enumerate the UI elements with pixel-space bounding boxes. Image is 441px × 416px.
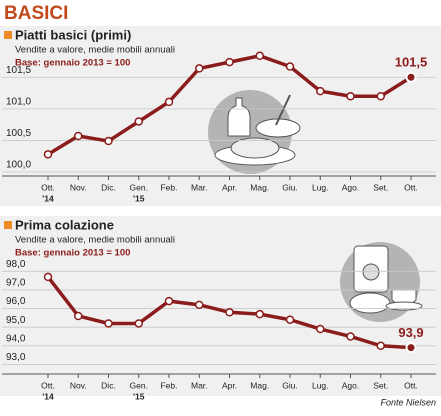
x-tick-label: Dic. — [101, 380, 116, 390]
point — [43, 150, 53, 159]
point — [225, 57, 234, 67]
x-tick-label: Ago. — [342, 380, 360, 390]
x-tick-label: Ott. — [404, 380, 418, 390]
x-year-label: '14 — [42, 391, 54, 401]
chart-subtitle: Vendite a valore, medie mobili annuali — [15, 45, 175, 56]
title-bullet — [4, 221, 12, 229]
y-tick-label: 98,0 — [6, 259, 26, 270]
point — [285, 62, 295, 71]
value-label: 93,9 — [398, 325, 423, 340]
chart-subtitle: Vendite a valore, medie mobili annuali — [15, 235, 175, 246]
source: Fonte Nielsen — [380, 397, 436, 407]
point — [104, 319, 113, 328]
x-tick-label: Apr. — [222, 182, 237, 192]
point — [74, 311, 83, 321]
x-year-label: '15 — [133, 391, 145, 401]
x-year-label: '14 — [42, 193, 54, 203]
chart-note: Base: gennaio 2013 = 100 — [15, 58, 130, 69]
point — [346, 91, 355, 101]
y-tick-label: 100,0 — [6, 160, 31, 171]
x-tick-label: Set. — [373, 380, 388, 390]
point — [164, 97, 174, 107]
point — [134, 319, 143, 328]
point — [316, 86, 325, 96]
point — [164, 296, 174, 306]
x-tick-label: Set. — [373, 182, 388, 192]
point — [376, 341, 385, 351]
x-tick-label: Apr. — [222, 380, 237, 390]
x-tick-label: Mar. — [191, 380, 208, 390]
title-bullet — [4, 31, 12, 39]
point — [405, 342, 417, 354]
y-tick-label: 101,0 — [6, 96, 31, 107]
y-tick-label: 94,0 — [6, 333, 26, 344]
x-year-label: '15 — [133, 193, 145, 203]
x-tick-label: Dic. — [101, 182, 116, 192]
point — [376, 91, 385, 101]
chart-note: Base: gennaio 2013 = 100 — [15, 248, 130, 259]
point — [316, 324, 325, 334]
y-tick-label: 100,5 — [6, 128, 31, 139]
food-icon — [208, 90, 301, 174]
x-tick-label: Nov. — [70, 380, 87, 390]
x-tick-label: Gen. — [130, 380, 148, 390]
value-label: 101,5 — [395, 55, 428, 70]
chart-title: Piatti basici (primi) — [15, 27, 131, 42]
point — [225, 308, 234, 317]
x-tick-label: Mar. — [191, 182, 208, 192]
header: BASICI — [4, 3, 68, 24]
x-tick-label: Ott. — [404, 182, 418, 192]
x-tick-label: Nov. — [70, 182, 87, 192]
point — [43, 272, 53, 282]
x-tick-label: Ott. — [41, 380, 55, 390]
x-tick-label: Mag. — [250, 182, 269, 192]
x-tick-label: Feb. — [160, 380, 177, 390]
x-tick-label: Lug. — [312, 380, 329, 390]
x-tick-label: Feb. — [160, 182, 177, 192]
point — [346, 332, 355, 341]
point — [255, 309, 264, 319]
x-tick-label: Ago. — [342, 182, 360, 192]
point — [134, 117, 143, 126]
x-tick-label: Giu. — [282, 380, 298, 390]
point — [255, 51, 264, 61]
point — [285, 315, 295, 324]
breakfast-icon — [340, 242, 423, 322]
x-tick-label: Gen. — [130, 182, 148, 192]
point — [195, 300, 204, 310]
point — [74, 131, 83, 141]
y-tick-label: 95,0 — [6, 315, 26, 326]
y-tick-label: 97,0 — [6, 278, 26, 289]
point — [405, 71, 417, 83]
point — [195, 64, 204, 73]
y-tick-label: 93,0 — [6, 352, 26, 363]
y-tick-label: 96,0 — [6, 296, 26, 307]
y-tick-label: 101,5 — [6, 65, 31, 76]
chart-title: Prima colazione — [15, 217, 114, 232]
x-tick-label: Mag. — [250, 380, 269, 390]
point — [104, 136, 113, 146]
x-tick-label: Lug. — [312, 182, 329, 192]
x-tick-label: Ott. — [41, 182, 55, 192]
x-tick-label: Giu. — [282, 182, 298, 192]
